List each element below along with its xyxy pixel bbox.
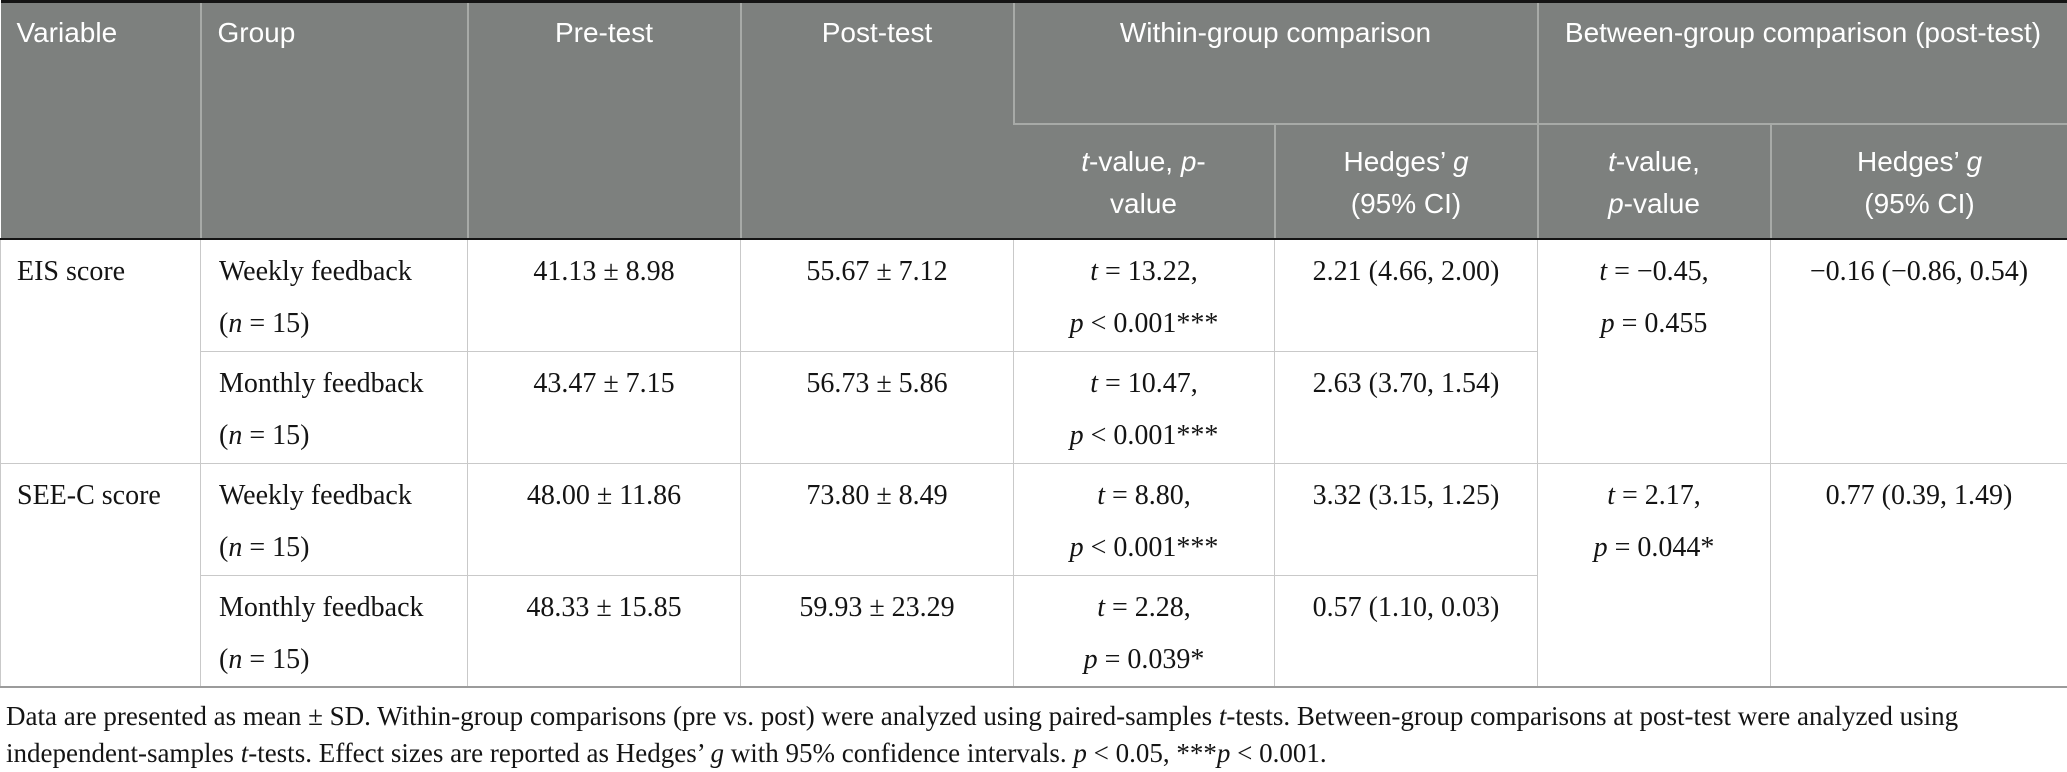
p-value: p < 0.001*** <box>1020 410 1268 462</box>
header-line: Hedges’ g <box>1282 141 1531 183</box>
table-row: EIS score Weekly feedback (n = 15) 41.13… <box>1 239 2067 351</box>
within-hedges-cell: 2.63 (3.70, 1.54) <box>1275 351 1538 463</box>
header-between-group: Between-group comparison (post-test) <box>1538 2 2067 125</box>
within-t-p-cell: t = 2.28, p = 0.039* <box>1014 575 1275 687</box>
group-name: Weekly feedback <box>219 470 461 522</box>
between-hedges-cell: 0.77 (0.39, 1.49) <box>1771 463 2067 687</box>
pretest-cell: 48.33 ± 15.85 <box>468 575 741 687</box>
results-table: Variable Group Pre-test Post-test Within… <box>0 0 2067 688</box>
between-t-p-cell: t = 2.17, p = 0.044* <box>1538 463 1771 687</box>
group-name: Weekly feedback <box>219 246 461 298</box>
posttest-cell: 56.73 ± 5.86 <box>741 351 1014 463</box>
header-variable: Variable <box>1 2 201 240</box>
t-value: t = 2.28, <box>1020 582 1268 634</box>
pretest-cell: 48.00 ± 11.86 <box>468 463 741 575</box>
within-hedges-cell: 3.32 (3.15, 1.25) <box>1275 463 1538 575</box>
header-row-top: Variable Group Pre-test Post-test Within… <box>1 2 2067 125</box>
header-line: value <box>1020 183 1268 225</box>
header-line: t-value, p- <box>1020 141 1268 183</box>
group-n: (n = 15) <box>219 522 461 574</box>
header-posttest: Post-test <box>741 2 1014 240</box>
header-line: (95% CI) <box>1282 183 1531 225</box>
within-hedges-cell: 0.57 (1.10, 0.03) <box>1275 575 1538 687</box>
within-t-p-cell: t = 8.80, p < 0.001*** <box>1014 463 1275 575</box>
header-within-t-p: t-value, p- value <box>1014 124 1275 239</box>
group-n: (n = 15) <box>219 410 461 462</box>
group-n: (n = 15) <box>219 634 461 686</box>
t-value: t = 2.17, <box>1544 470 1764 522</box>
t-value: t = 8.80, <box>1020 470 1268 522</box>
group-name: Monthly feedback <box>219 358 461 410</box>
variable-cell: EIS score <box>1 239 201 463</box>
t-value: t = 13.22, <box>1020 246 1268 298</box>
table-footnote: Data are presented as mean ± SD. Within-… <box>0 688 2067 772</box>
header-line: t-value, <box>1545 141 1764 183</box>
group-cell: Weekly feedback (n = 15) <box>201 463 468 575</box>
p-value: p = 0.039* <box>1020 634 1268 686</box>
header-pretest: Pre-test <box>468 2 741 240</box>
header-line: (95% CI) <box>1778 183 2062 225</box>
posttest-cell: 55.67 ± 7.12 <box>741 239 1014 351</box>
header-within-group: Within-group comparison <box>1014 2 1538 125</box>
p-value: p = 0.455 <box>1544 298 1764 350</box>
variable-cell: SEE-C score <box>1 463 201 687</box>
between-hedges-cell: −0.16 (−0.86, 0.54) <box>1771 239 2067 463</box>
within-t-p-cell: t = 10.47, p < 0.001*** <box>1014 351 1275 463</box>
header-between-hedges: Hedges’ g (95% CI) <box>1771 124 2067 239</box>
p-value: p < 0.001*** <box>1020 298 1268 350</box>
table-header: Variable Group Pre-test Post-test Within… <box>1 2 2067 240</box>
t-value: t = 10.47, <box>1020 358 1268 410</box>
t-value: t = −0.45, <box>1544 246 1764 298</box>
header-between-t-p: t-value, p-value <box>1538 124 1771 239</box>
group-cell: Monthly feedback (n = 15) <box>201 575 468 687</box>
header-line: p-value <box>1545 183 1764 225</box>
pretest-cell: 41.13 ± 8.98 <box>468 239 741 351</box>
posttest-cell: 59.93 ± 23.29 <box>741 575 1014 687</box>
between-t-p-cell: t = −0.45, p = 0.455 <box>1538 239 1771 463</box>
posttest-cell: 73.80 ± 8.49 <box>741 463 1014 575</box>
header-group: Group <box>201 2 468 240</box>
group-cell: Weekly feedback (n = 15) <box>201 239 468 351</box>
group-n: (n = 15) <box>219 298 461 350</box>
header-within-hedges: Hedges’ g (95% CI) <box>1275 124 1538 239</box>
header-line: Hedges’ g <box>1778 141 2062 183</box>
within-hedges-cell: 2.21 (4.66, 2.00) <box>1275 239 1538 351</box>
pretest-cell: 43.47 ± 7.15 <box>468 351 741 463</box>
table-body: EIS score Weekly feedback (n = 15) 41.13… <box>1 239 2067 687</box>
p-value: p = 0.044* <box>1544 522 1764 574</box>
group-name: Monthly feedback <box>219 582 461 634</box>
table-row: SEE-C score Weekly feedback (n = 15) 48.… <box>1 463 2067 575</box>
p-value: p < 0.001*** <box>1020 522 1268 574</box>
within-t-p-cell: t = 13.22, p < 0.001*** <box>1014 239 1275 351</box>
group-cell: Monthly feedback (n = 15) <box>201 351 468 463</box>
